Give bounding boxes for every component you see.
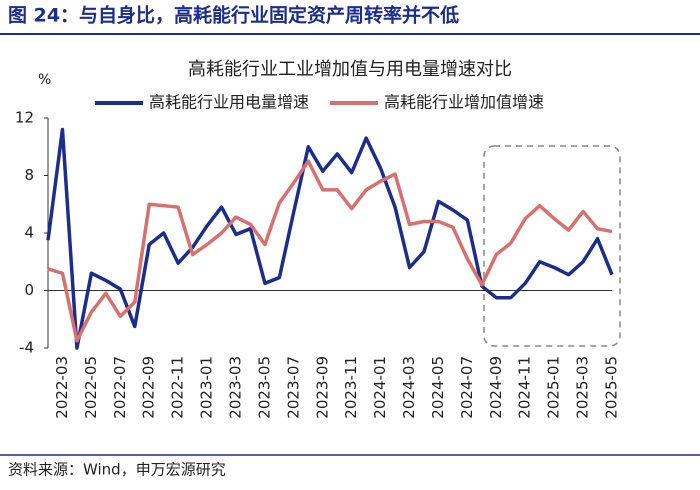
y-tick-label: 8	[24, 166, 34, 184]
x-tick-label: 2022-11	[169, 356, 187, 419]
legend-label: 高耗能行业用电量增速	[149, 93, 309, 112]
y-unit: %	[38, 72, 51, 88]
y-tick-label: -4	[19, 339, 34, 357]
source: 资料来源：Wind，申万宏源研究	[8, 461, 226, 479]
series-line	[46, 127, 614, 350]
x-tick-label: 2023-01	[198, 356, 216, 419]
series-line	[47, 159, 613, 343]
legend-label: 高耗能行业增加值增速	[384, 93, 544, 112]
x-tick-label: 2023-05	[255, 356, 273, 419]
x-tick-label: 2022-03	[53, 356, 71, 419]
x-tick-label: 2024-07	[458, 356, 476, 419]
highlight-box	[483, 145, 621, 347]
chart-title: 高耗能行业工业增加值与用电量增速对比	[188, 59, 512, 80]
x-tick-label: 2023-03	[227, 356, 245, 419]
x-tick-label: 2025-03	[574, 356, 592, 419]
x-tick-label: 2024-03	[400, 356, 418, 419]
x-tick-label: 2022-07	[111, 356, 129, 419]
y-tick-label: 0	[24, 281, 34, 299]
header-title: 图 24：与自身比，高耗能行业固定资产周转率并不低	[8, 4, 459, 27]
x-tick-label: 2024-11	[516, 356, 534, 419]
x-tick-label: 2023-11	[342, 356, 360, 419]
y-tick-label: 12	[15, 109, 34, 127]
x-tick-label: 2024-01	[371, 356, 389, 419]
x-tick-label: 2024-09	[487, 356, 505, 419]
y-tick-label: 4	[24, 224, 34, 242]
x-tick-label: 2022-09	[140, 356, 158, 419]
x-tick-label: 2025-05	[603, 356, 621, 419]
x-tick-label: 2025-01	[545, 356, 563, 419]
x-tick-label: 2023-09	[313, 356, 331, 419]
x-tick-label: 2022-05	[82, 356, 100, 419]
x-tick-label: 2023-07	[284, 356, 302, 419]
x-tick-label: 2024-05	[429, 356, 447, 419]
